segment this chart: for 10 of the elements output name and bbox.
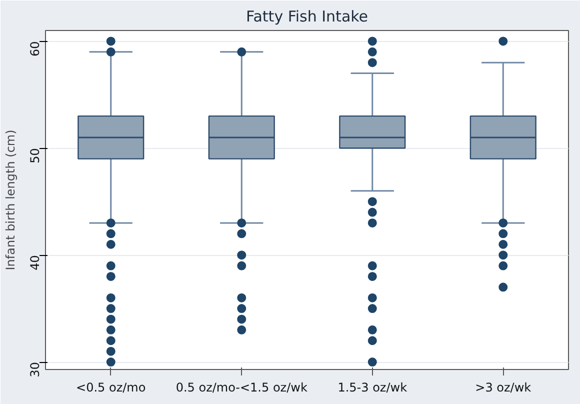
y-tick-label: 60 [28, 41, 42, 56]
x-tick-label: <0.5 oz/mo [76, 380, 146, 394]
y-tick-label: 30 [28, 362, 42, 378]
x-tick-label: 1.5-3 oz/wk [338, 380, 408, 394]
x-tick-label: >3 oz/wk [475, 380, 532, 394]
x-tick-label: 0.5 oz/mo-<1.5 oz/wk [176, 380, 308, 394]
y-tick-label: 40 [28, 255, 42, 270]
y-axis-title: Infant birth length (cm) [4, 130, 18, 270]
chart-title: Fatty Fish Intake [246, 8, 368, 26]
y-tick-label: 50 [28, 148, 42, 164]
